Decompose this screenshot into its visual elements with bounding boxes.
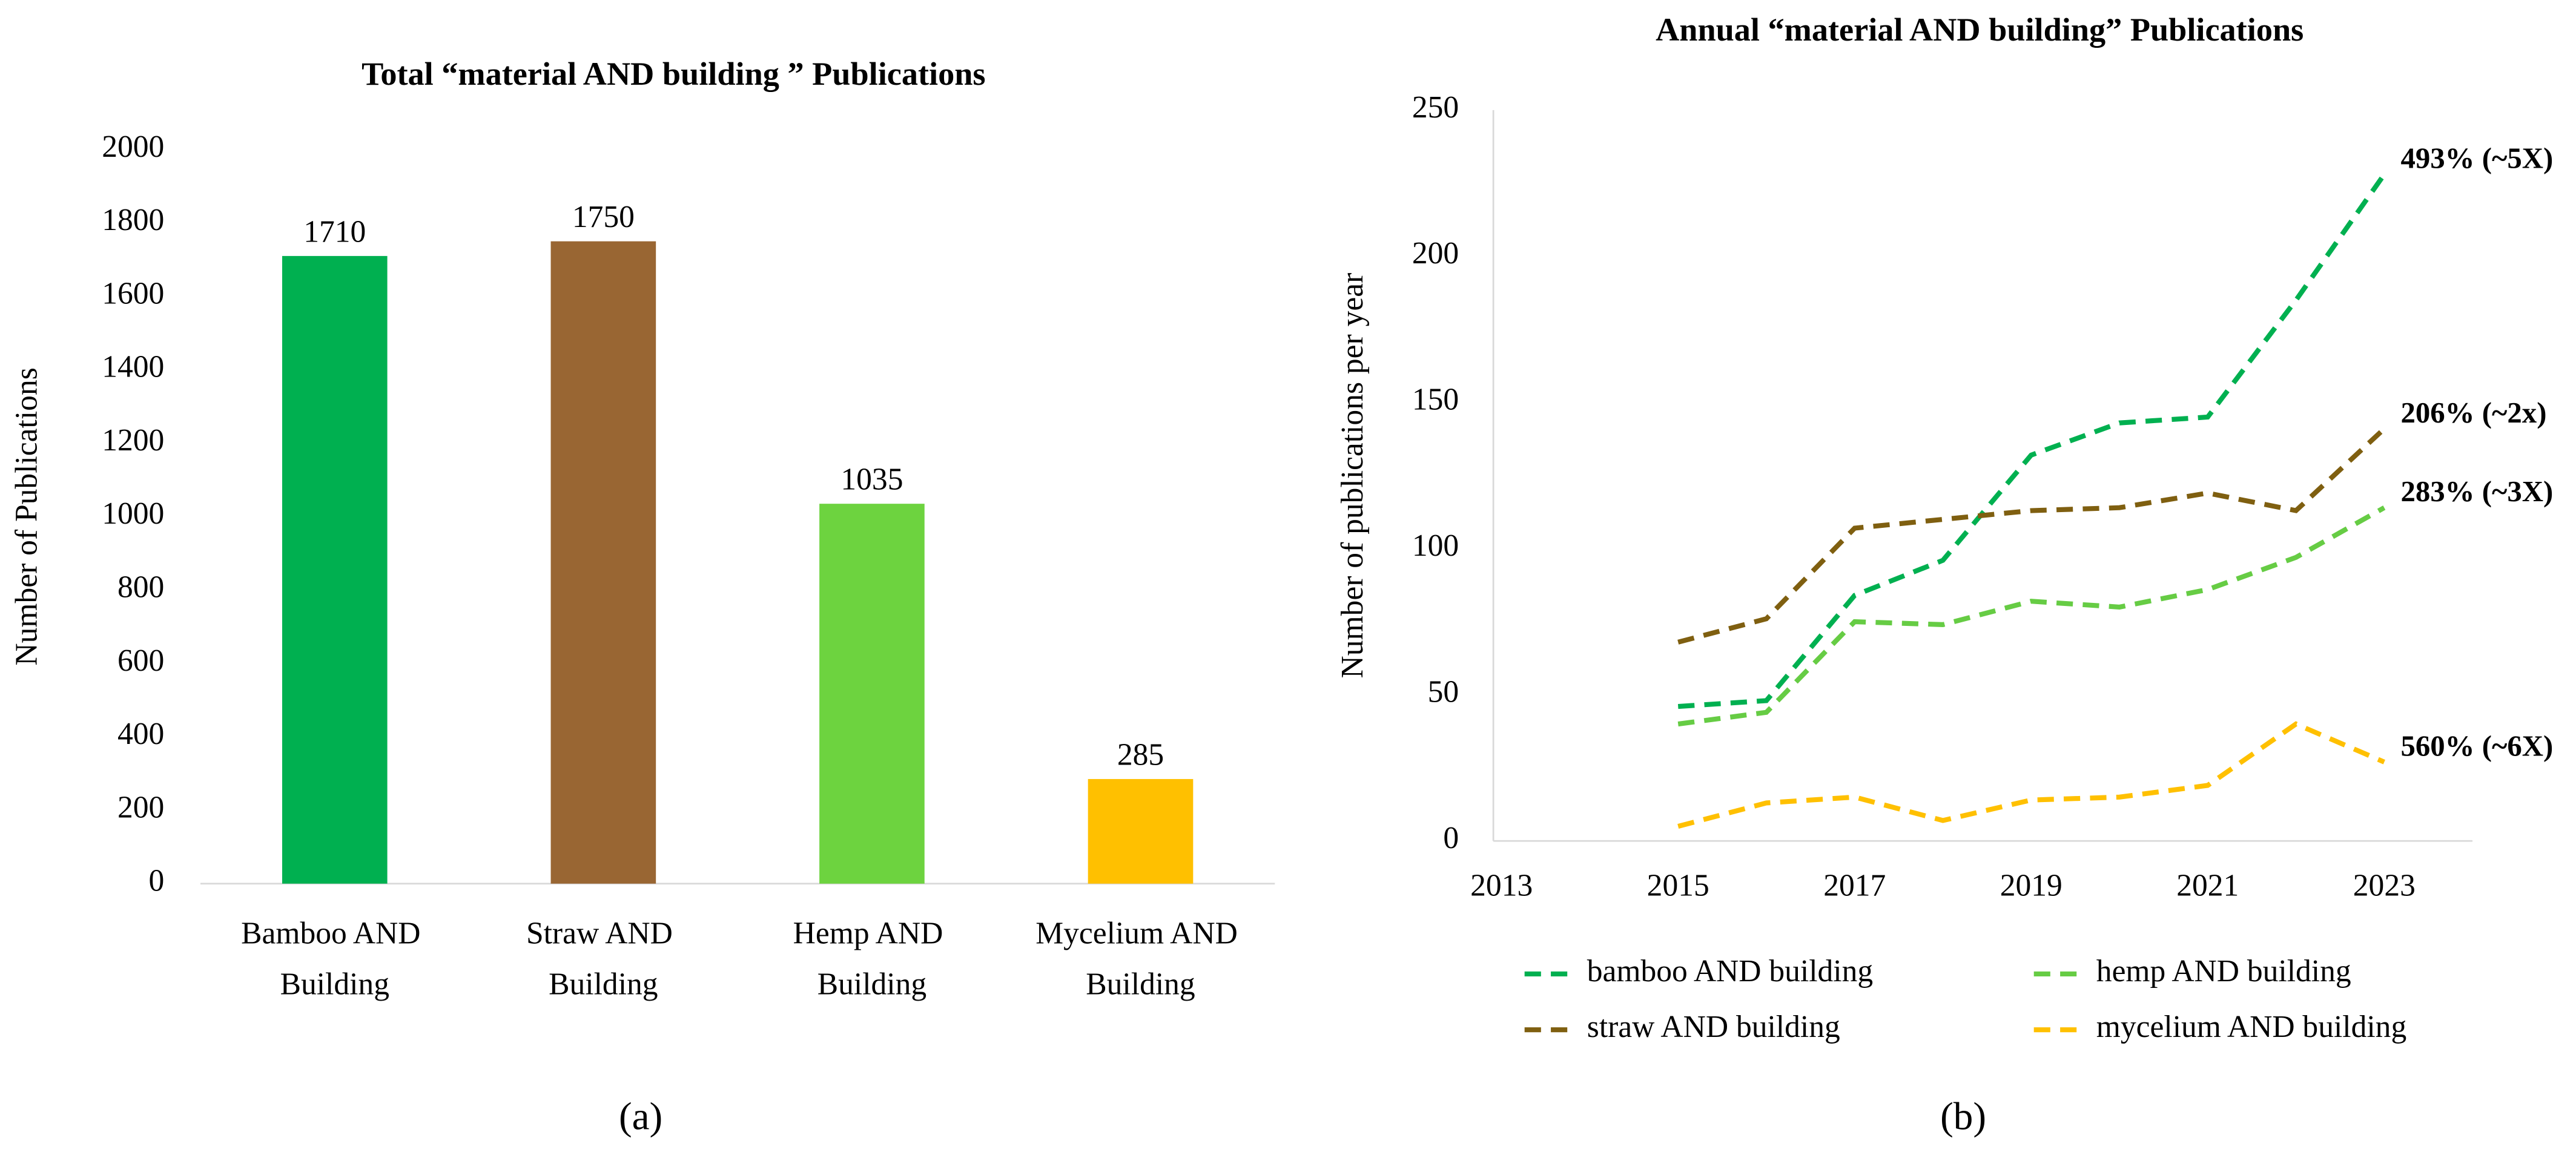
y-tick-label: 250 [1412,90,1459,125]
series-line [1677,505,2386,727]
x-tick-label: 2013 [1470,869,1533,903]
x-tick-label: Mycelium AND Building [1035,916,1245,1001]
bar [819,504,925,884]
y-tick-label: 1000 [102,496,164,531]
annotation: 560% (~6X) [2400,729,2553,762]
bar [282,255,388,884]
y-axis-label: Number of Publications [10,367,44,665]
legend-label: mycelium AND building [2096,1010,2406,1044]
bar [550,241,656,884]
y-tick-label: 1200 [102,423,164,458]
y-tick-label: 150 [1412,383,1459,417]
bar [1088,778,1194,884]
y-tick-label: 600 [117,643,164,678]
y-tick-label: 1800 [102,203,164,237]
y-axis-label: Number of publications per year [1335,273,1370,679]
caption: (b) [1940,1094,1986,1138]
x-tick-label: 2015 [1647,869,1709,903]
value-label: 1035 [841,462,903,497]
series-line [1677,427,2386,645]
annotation: 206% (~2x) [2400,396,2546,429]
value-label: 1750 [572,200,635,234]
x-tick-label: 2017 [1823,869,1886,903]
value-label: 285 [1117,738,1164,772]
annotation: 283% (~3X) [2400,475,2553,508]
y-tick-label: 2000 [102,130,164,164]
y-tick-label: 0 [1443,821,1459,855]
x-tick-label: 2019 [2000,869,2062,903]
legend-label: straw AND building [1587,1010,1840,1044]
annotation: 493% (~5X) [2400,142,2553,175]
y-tick-label: 50 [1428,675,1459,709]
y-tick-label: 200 [1412,236,1459,271]
y-tick-label: 200 [117,790,164,824]
x-tick-label: 2021 [2176,869,2239,903]
value-label: 1710 [303,214,366,249]
x-tick-label: 2023 [2353,869,2416,903]
y-tick-label: 400 [117,717,164,751]
y-tick-label: 100 [1412,528,1459,563]
y-tick-label: 0 [149,864,165,898]
x-tick-label: Straw AND Building [526,916,681,1001]
chart-title: Annual “material AND building” Publicati… [1656,12,2304,48]
chart-title: Total “material AND building ” Publicati… [362,56,985,92]
x-tick-label: Bamboo AND Building [241,916,428,1001]
x-tick-label: Hemp AND Building [793,916,951,1001]
y-tick-label: 1600 [102,276,164,311]
series-line [1677,721,2385,829]
legend-label: hemp AND building [2096,954,2351,989]
caption: (a) [619,1094,662,1138]
series-line [1677,173,2386,709]
legend-label: bamboo AND building [1587,954,1873,989]
y-tick-label: 1400 [102,350,164,384]
y-tick-label: 800 [117,570,164,605]
